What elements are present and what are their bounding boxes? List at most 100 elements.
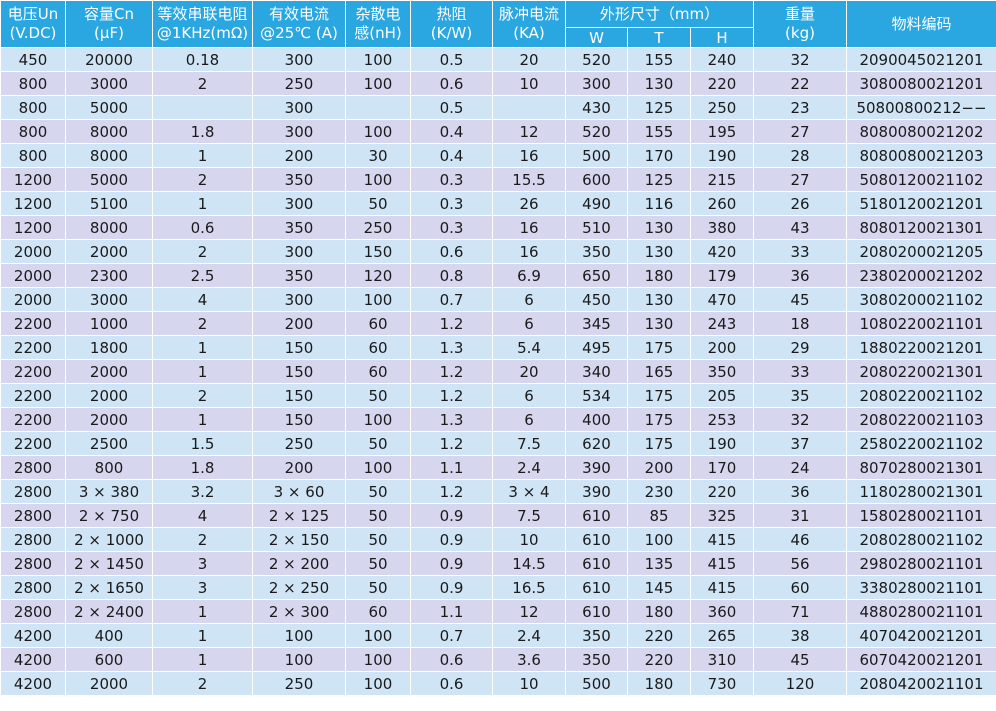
cell-dim-w: 430	[565, 95, 628, 120]
cell-dim-w: 495	[565, 335, 628, 360]
cell-pulse-current: 12	[492, 599, 566, 624]
cell-dim-w: 620	[565, 431, 628, 456]
cell-thermal-resistance: 0.3	[410, 191, 493, 216]
cell-dim-w: 350	[565, 239, 628, 264]
cell-pulse-current: 20	[492, 47, 566, 72]
cell-stray-inductance: 50	[345, 191, 411, 216]
cell-dim-t: 155	[627, 47, 691, 72]
cell-dim-h: 470	[690, 287, 754, 312]
cell-esr: 1	[152, 359, 253, 384]
table-row: 800 5000 300 0.5 430 125 250 23 50800800212−−	[0, 95, 996, 120]
cell-capacitance: 2000	[65, 239, 153, 264]
cell-esr: 2	[152, 671, 253, 696]
cell-rms-current: 2 × 125	[252, 503, 346, 528]
cell-voltage: 800	[0, 71, 66, 96]
cell-stray-inductance: 100	[345, 455, 411, 480]
cell-stray-inductance: 100	[345, 671, 411, 696]
cell-capacitance: 8000	[65, 143, 153, 168]
cell-esr: 4	[152, 503, 253, 528]
cell-esr: 2	[152, 239, 253, 264]
cell-dim-t: 100	[627, 527, 691, 552]
cell-thermal-resistance: 0.9	[410, 527, 493, 552]
cell-dim-t: 155	[627, 119, 691, 144]
cell-esr: 0.6	[152, 215, 253, 240]
cell-pulse-current	[492, 95, 566, 120]
cell-pulse-current: 7.5	[492, 431, 566, 456]
table-row: 2000 3000 4 300 100 0.7 6 450 130 470 45 3080200021…	[0, 287, 996, 312]
cell-pulse-current: 16.5	[492, 575, 566, 600]
cell-thermal-resistance: 0.6	[410, 239, 493, 264]
table-row: 2800 2 × 2400 1 2 × 300 60 1.1 12 610 180 360 71 48…	[0, 599, 996, 624]
cell-capacitance: 400	[65, 623, 153, 648]
cell-pulse-current: 3.6	[492, 647, 566, 672]
header-capacitance: 容量Cn (μF)	[65, 0, 153, 48]
cell-stray-inductance: 100	[345, 623, 411, 648]
cell-thermal-resistance: 0.4	[410, 119, 493, 144]
cell-stray-inductance: 100	[345, 119, 411, 144]
cell-rms-current: 300	[252, 47, 346, 72]
cell-thermal-resistance: 0.3	[410, 215, 493, 240]
cell-voltage: 2200	[0, 431, 66, 456]
cell-dim-w: 610	[565, 503, 628, 528]
cell-thermal-resistance: 0.6	[410, 647, 493, 672]
cell-thermal-resistance: 0.8	[410, 263, 493, 288]
cell-esr: 1	[152, 191, 253, 216]
cell-dim-h: 240	[690, 47, 754, 72]
cell-rms-current: 100	[252, 623, 346, 648]
cell-rms-current: 200	[252, 143, 346, 168]
cell-capacitance: 5100	[65, 191, 153, 216]
cell-voltage: 450	[0, 47, 66, 72]
cell-thermal-resistance: 1.2	[410, 359, 493, 384]
cell-dim-h: 190	[690, 431, 754, 456]
cell-part-number: 2580220021102	[846, 431, 996, 456]
cell-capacitance: 2 × 750	[65, 503, 153, 528]
cell-pulse-current: 7.5	[492, 503, 566, 528]
cell-dim-t: 125	[627, 167, 691, 192]
table-row: 2000 2300 2.5 350 120 0.8 6.9 650 180 179 36 238020…	[0, 263, 996, 288]
cell-dim-w: 534	[565, 383, 628, 408]
cell-thermal-resistance: 0.5	[410, 95, 493, 120]
table-row: 2200 2000 2 150 50 1.2 6 534 175 205 35 20802200211…	[0, 383, 996, 408]
cell-dim-h: 420	[690, 239, 754, 264]
cell-esr: 2	[152, 311, 253, 336]
cell-dim-h: 220	[690, 479, 754, 504]
cell-pulse-current: 15.5	[492, 167, 566, 192]
cell-pulse-current: 20	[492, 359, 566, 384]
cell-dim-t: 145	[627, 575, 691, 600]
cell-part-number: 2080200021205	[846, 239, 996, 264]
cell-dim-t: 200	[627, 455, 691, 480]
cell-dim-t: 85	[627, 503, 691, 528]
cell-rms-current: 3 × 60	[252, 479, 346, 504]
cell-dim-h: 350	[690, 359, 754, 384]
cell-dim-w: 400	[565, 407, 628, 432]
cell-part-number: 2080420021101	[846, 671, 996, 696]
cell-stray-inductance: 60	[345, 359, 411, 384]
cell-dim-w: 350	[565, 647, 628, 672]
cell-dim-t: 170	[627, 143, 691, 168]
cell-stray-inductance: 50	[345, 527, 411, 552]
cell-dim-w: 345	[565, 311, 628, 336]
cell-esr: 1	[152, 599, 253, 624]
cell-esr: 2	[152, 527, 253, 552]
cell-esr: 1	[152, 143, 253, 168]
cell-dim-h: 195	[690, 119, 754, 144]
table-row: 2800 2 × 1450 3 2 × 200 50 0.9 14.5 610 135 415 56…	[0, 551, 996, 576]
cell-esr: 2	[152, 383, 253, 408]
cell-pulse-current: 14.5	[492, 551, 566, 576]
cell-pulse-current: 10	[492, 671, 566, 696]
cell-capacitance: 5000	[65, 167, 153, 192]
cell-dim-w: 390	[565, 479, 628, 504]
cell-part-number: 1180280021301	[846, 479, 996, 504]
header-pulse-current: 脉冲电流 (KA)	[492, 0, 566, 48]
cell-rms-current: 150	[252, 407, 346, 432]
cell-weight: 28	[753, 143, 847, 168]
cell-dim-w: 610	[565, 575, 628, 600]
cell-voltage: 2200	[0, 359, 66, 384]
cell-dim-h: 325	[690, 503, 754, 528]
cell-thermal-resistance: 1.2	[410, 311, 493, 336]
cell-part-number: 4880280021101	[846, 599, 996, 624]
cell-dim-w: 340	[565, 359, 628, 384]
table-row: 1200 5100 1 300 50 0.3 26 490 116 260 26 5180120021…	[0, 191, 996, 216]
table-row: 800 8000 1 200 30 0.4 16 500 170 190 28 80800800212…	[0, 143, 996, 168]
cell-dim-t: 220	[627, 623, 691, 648]
